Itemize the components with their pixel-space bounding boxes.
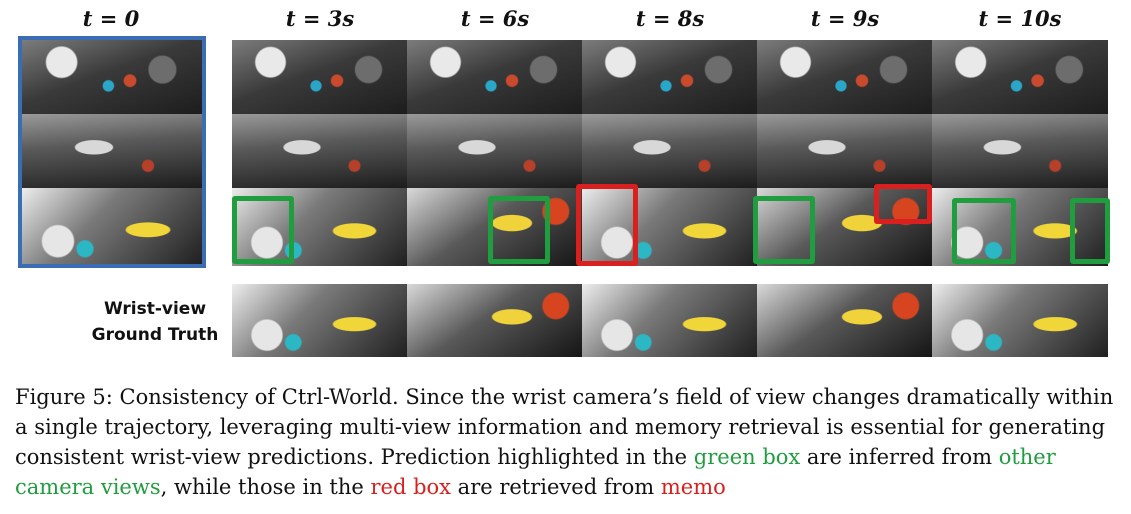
pred-top-view-t6 (407, 40, 582, 114)
pred-side-view-t9 (757, 114, 932, 188)
pred-side-view-t10 (932, 114, 1108, 188)
ground-truth-label-line2: Ground Truth (91, 325, 219, 345)
pred-side-view-t6 (407, 114, 582, 188)
pred-side-view-t8 (582, 114, 757, 188)
gt-wrist-view-t9 (757, 284, 932, 357)
t0-top-view (22, 40, 202, 114)
gt-wrist-view-t6 (407, 284, 582, 357)
t0-wrist-view (22, 188, 202, 264)
gt-wrist-view-t3 (232, 284, 407, 357)
gt-wrist-view-t10 (932, 284, 1108, 357)
pred-wrist-view-t3 (232, 188, 407, 266)
red-box-t8 (576, 184, 638, 266)
pred-top-view-t10 (932, 40, 1108, 114)
green-box-t10-left (952, 198, 1016, 264)
caption-text-2: are inferred from (800, 445, 999, 469)
caption-other-views: other camera views (15, 445, 1056, 499)
header-t0: t = 0 (82, 6, 140, 31)
pred-side-view-t3 (232, 114, 407, 188)
pred-top-view-t9 (757, 40, 932, 114)
pred-wrist-view-t8 (582, 188, 757, 266)
caption-memory: memo (660, 475, 726, 499)
pred-wrist-view-t9 (757, 188, 932, 266)
figure-caption: Figure 5: Consistency of Ctrl-World. Sin… (15, 382, 1120, 502)
header-t6: t = 6s (460, 6, 530, 31)
header-t8: t = 8s (635, 6, 705, 31)
green-box-t6 (488, 196, 550, 264)
header-t3: t = 3s (285, 6, 355, 31)
ground-truth-label: Wrist-view Ground Truth (80, 296, 230, 348)
gt-wrist-view-t8 (582, 284, 757, 357)
green-box-t10-right (1070, 198, 1110, 264)
t0-blue-frame (18, 36, 206, 268)
caption-text-3: , while those in the (160, 475, 371, 499)
t0-side-view (22, 114, 202, 188)
green-box-t3 (232, 196, 294, 264)
pred-top-view-t3 (232, 40, 407, 114)
pred-top-view-t8 (582, 40, 757, 114)
pred-wrist-view-t6 (407, 188, 582, 266)
header-t10: t = 10s (978, 6, 1062, 31)
header-t9: t = 9s (810, 6, 880, 31)
ground-truth-label-line1: Wrist-view (103, 299, 207, 319)
caption-text-1: Figure 5: Consistency of Ctrl-World. Sin… (15, 385, 1114, 469)
caption-text-4: are retrieved from (451, 475, 661, 499)
caption-green-box: green box (693, 445, 801, 469)
red-box-t9 (874, 184, 932, 224)
green-box-t9 (753, 196, 815, 264)
caption-red-box: red box (370, 475, 451, 499)
